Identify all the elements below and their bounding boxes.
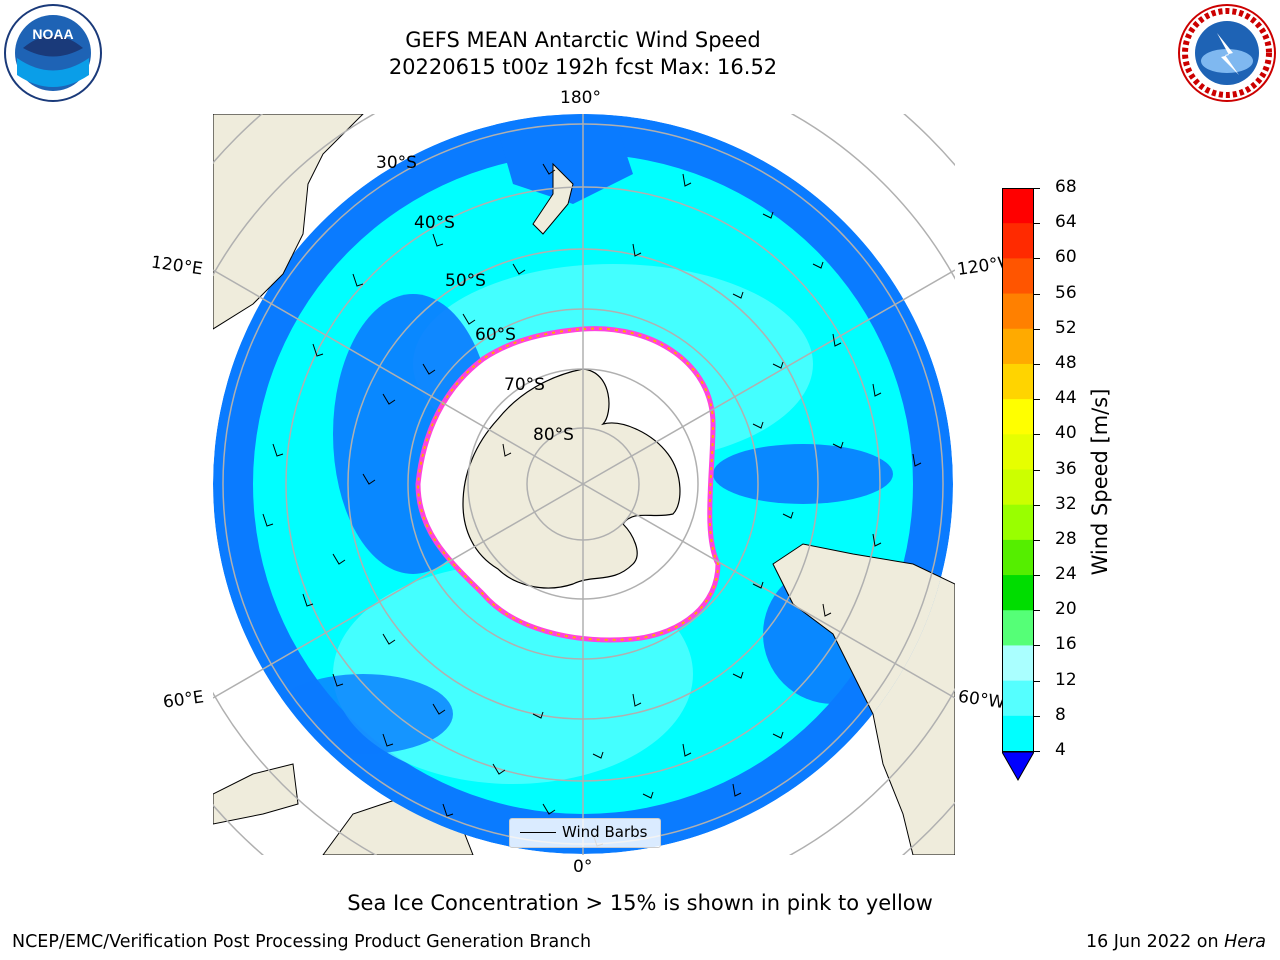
colorbar-tick-mark bbox=[1034, 223, 1040, 225]
svg-text:NOAA: NOAA bbox=[32, 26, 73, 42]
colorbar-tick-label: 16 bbox=[1055, 634, 1077, 655]
map-title: GEFS MEAN Antarctic Wind Speed bbox=[405, 28, 761, 52]
footer-host: Hera bbox=[1224, 932, 1266, 952]
colorbar-tick-label: 24 bbox=[1055, 564, 1077, 585]
colorbar-tick-label: 52 bbox=[1055, 317, 1077, 338]
colorbar-segment bbox=[1002, 715, 1034, 752]
colorbar-segment bbox=[1002, 645, 1034, 682]
lat-label-70s: 70°S bbox=[504, 375, 545, 395]
colorbar-tick-mark bbox=[1034, 434, 1040, 436]
colorbar-tick-mark bbox=[1034, 610, 1040, 612]
colorbar-tick-label: 20 bbox=[1055, 599, 1077, 620]
colorbar-tick-mark bbox=[1034, 680, 1040, 682]
colorbar-tick-label: 48 bbox=[1055, 352, 1077, 373]
colorbar-tick-mark bbox=[1034, 328, 1040, 330]
polar-map bbox=[92, 0, 1074, 960]
lat-label-40s: 40°S bbox=[414, 213, 455, 233]
colorbar-label: Wind Speed [m/s] bbox=[1088, 388, 1112, 576]
footer-date-text: 16 Jun 2022 on bbox=[1085, 932, 1225, 952]
legend-label: Wind Barbs bbox=[562, 823, 648, 841]
lon-label-120e: 120°E bbox=[149, 252, 204, 280]
colorbar-segment bbox=[1002, 610, 1034, 646]
sea-ice-fringe bbox=[416, 327, 720, 641]
lat-label-50s: 50°S bbox=[445, 271, 486, 291]
wind-barbs bbox=[262, 163, 922, 847]
colorbar-tick-label: 68 bbox=[1055, 177, 1077, 197]
lon-label-180: 180° bbox=[560, 88, 601, 108]
colorbar-tick-label: 40 bbox=[1055, 423, 1077, 444]
noaa-logo: NOAA bbox=[3, 3, 103, 103]
colorbar-segment bbox=[1002, 258, 1034, 295]
footer-credit: NCEP/EMC/Verification Post Processing Pr… bbox=[12, 932, 592, 952]
colorbar-tick-mark bbox=[1034, 293, 1040, 295]
lat-label-80s: 80°S bbox=[533, 425, 574, 445]
colorbar-segment bbox=[1002, 223, 1034, 259]
colorbar-tick-mark bbox=[1034, 539, 1040, 541]
legend-line bbox=[520, 832, 556, 833]
longitude-gridlines bbox=[212, 114, 956, 855]
colorbar-tick-label: 44 bbox=[1055, 388, 1077, 409]
colorbar-segment bbox=[1002, 469, 1034, 506]
lat-label-60s: 60°S bbox=[475, 325, 516, 345]
colorbar-tick-label: 56 bbox=[1055, 282, 1077, 303]
colorbar-segment bbox=[1002, 434, 1034, 470]
colorbar-tick-label: 60 bbox=[1055, 247, 1077, 268]
colorbar-segment bbox=[1002, 680, 1034, 717]
colorbar-segment bbox=[1002, 293, 1034, 330]
map-panel bbox=[92, 0, 1074, 960]
lat-label-30s: 30°S bbox=[376, 153, 417, 173]
colorbar-tick-mark bbox=[1034, 751, 1040, 752]
land-new-zealand bbox=[532, 162, 574, 235]
colorbar-segment bbox=[1002, 575, 1034, 611]
footer-date: 16 Jun 2022 on Hera bbox=[1086, 932, 1266, 952]
colorbar-tick-mark bbox=[1034, 258, 1040, 260]
colorbar-tick-mark bbox=[1034, 399, 1040, 401]
map-legend: Wind Barbs bbox=[509, 818, 661, 848]
colorbar-tick-mark bbox=[1034, 469, 1040, 471]
colorbar-tick-mark bbox=[1034, 504, 1040, 506]
colorbar-tick-label: 8 bbox=[1055, 704, 1066, 725]
lon-label-60e: 60°E bbox=[161, 687, 206, 713]
colorbar-tick-label: 28 bbox=[1055, 528, 1077, 549]
land-australia bbox=[213, 114, 364, 330]
colorbar-segment bbox=[1002, 328, 1034, 365]
lon-label-0: 0° bbox=[573, 857, 593, 877]
colorbar-tick-label: 64 bbox=[1055, 212, 1077, 233]
colorbar-tick-mark bbox=[1034, 645, 1040, 647]
map-subtitle-forecast: 20220615 t00z 192h fcst Max: 16.52 bbox=[388, 55, 778, 79]
sea-ice-note: Sea Ice Concentration > 15% is shown in … bbox=[347, 891, 933, 915]
colorbar-tick-mark bbox=[1034, 188, 1040, 189]
colorbar-tick-label: 4 bbox=[1055, 740, 1066, 760]
colorbar-graphic bbox=[1001, 188, 1035, 782]
colorbar-tick-label: 12 bbox=[1055, 669, 1077, 690]
colorbar-segment bbox=[1002, 539, 1034, 576]
colorbar-segment bbox=[1002, 363, 1034, 400]
colorbar bbox=[1001, 188, 1035, 783]
colorbar-tick-label: 36 bbox=[1055, 458, 1077, 479]
colorbar-tick-mark bbox=[1034, 715, 1040, 717]
nws-logo bbox=[1177, 3, 1277, 103]
lon-label-60w: 60°W bbox=[956, 686, 1007, 714]
colorbar-segment bbox=[1002, 188, 1034, 224]
colorbar-segment bbox=[1002, 399, 1034, 435]
colorbar-tick-mark bbox=[1034, 363, 1040, 365]
colorbar-segment bbox=[1002, 504, 1034, 541]
colorbar-tick-label: 32 bbox=[1055, 493, 1077, 514]
colorbar-tick-mark bbox=[1034, 575, 1040, 577]
land-antarctica bbox=[462, 368, 681, 589]
